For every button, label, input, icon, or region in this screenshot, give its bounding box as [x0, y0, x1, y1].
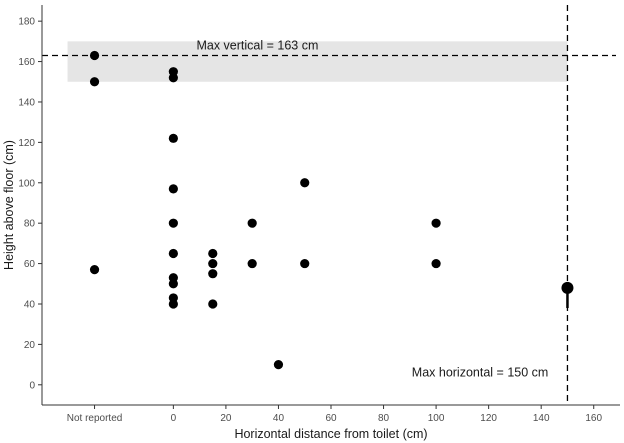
y-tick-label: 40	[24, 299, 36, 310]
data-point	[431, 258, 441, 269]
x-tick-label: 0	[171, 413, 177, 424]
data-point	[431, 218, 441, 228]
data-point	[208, 258, 218, 269]
data-point	[247, 218, 257, 228]
data-point	[89, 265, 100, 275]
annotation-max-horizontal: Max horizontal = 150 cm	[412, 366, 549, 380]
shaded-band-layer	[67, 41, 568, 82]
annotation-max-vertical: Max vertical = 163 cm	[196, 38, 318, 52]
annotations-layer: Max vertical = 163 cm Max horizontal = 15…	[196, 38, 548, 379]
x-axis-title: Horizontal distance from toilet (cm)	[234, 427, 427, 441]
data-point	[89, 50, 100, 61]
y-tick-label: 20	[24, 340, 36, 351]
data-point	[208, 248, 218, 259]
data-point	[300, 178, 310, 188]
y-tick-label: 0	[29, 380, 35, 391]
x-tick-label: 60	[325, 413, 337, 424]
y-tick-label: 180	[18, 17, 35, 28]
y-tick-label: 140	[18, 97, 35, 108]
y-tick-label: 80	[24, 219, 36, 230]
x-tick-label: 120	[480, 413, 497, 424]
data-point	[273, 359, 284, 370]
axes-layer: 0 20 40 60 80 100 120 140 160 180 Not reported 0 20 4…	[18, 5, 620, 424]
x-tick-label: 160	[585, 413, 602, 424]
x-tick-label: Not reported	[67, 413, 123, 424]
y-tick-label: 100	[18, 178, 35, 189]
data-point	[168, 184, 178, 194]
x-tick-label: 20	[220, 413, 232, 424]
data-points-layer	[89, 50, 574, 370]
y-tick-label: 160	[18, 57, 35, 68]
y-axis-title: Height above floor (cm)	[2, 140, 16, 270]
reference-lines-layer	[42, 5, 616, 405]
data-point	[208, 299, 218, 309]
x-tick-label: 140	[533, 413, 550, 424]
data-point	[168, 133, 178, 143]
data-point	[168, 248, 178, 259]
data-point	[247, 258, 257, 269]
y-tick-label: 120	[18, 138, 35, 149]
x-tick-label: 40	[273, 413, 285, 424]
data-point	[168, 279, 178, 289]
x-tick-label: 80	[378, 413, 390, 424]
data-point	[300, 258, 310, 269]
data-point	[168, 299, 178, 309]
data-point	[168, 218, 178, 228]
y-tick-label: 60	[24, 259, 36, 270]
shaded-band	[67, 41, 568, 82]
data-point	[89, 77, 100, 87]
data-point	[168, 73, 178, 83]
summary-point	[561, 281, 574, 294]
x-tick-label: 100	[428, 413, 445, 424]
data-point	[208, 269, 218, 279]
